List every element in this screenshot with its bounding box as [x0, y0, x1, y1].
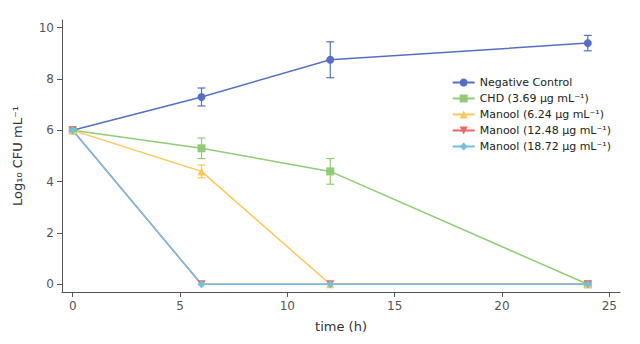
- svg-text:15: 15: [387, 299, 402, 313]
- svg-text:10: 10: [280, 299, 295, 313]
- svg-text:Manool (6.24 µg mL⁻¹): Manool (6.24 µg mL⁻¹): [480, 108, 604, 121]
- svg-text:2: 2: [46, 226, 54, 240]
- svg-text:0: 0: [69, 299, 77, 313]
- svg-text:time (h): time (h): [315, 319, 367, 334]
- svg-text:10: 10: [39, 21, 54, 35]
- svg-text:20: 20: [494, 299, 509, 313]
- svg-text:Manool (12.48 µg mL⁻¹): Manool (12.48 µg mL⁻¹): [480, 124, 611, 137]
- svg-text:4: 4: [46, 175, 54, 189]
- svg-text:6: 6: [46, 123, 54, 137]
- svg-text:5: 5: [176, 299, 184, 313]
- svg-text:Manool (18.72 µg mL⁻¹): Manool (18.72 µg mL⁻¹): [480, 140, 611, 153]
- svg-text:Log₁₀ CFU mL⁻¹: Log₁₀ CFU mL⁻¹: [10, 106, 25, 206]
- svg-text:Negative Control: Negative Control: [480, 76, 573, 89]
- svg-text:CHD (3.69 µg mL⁻¹): CHD (3.69 µg mL⁻¹): [480, 92, 589, 105]
- svg-text:25: 25: [602, 299, 617, 313]
- svg-text:8: 8: [46, 72, 54, 86]
- svg-text:0: 0: [46, 277, 54, 291]
